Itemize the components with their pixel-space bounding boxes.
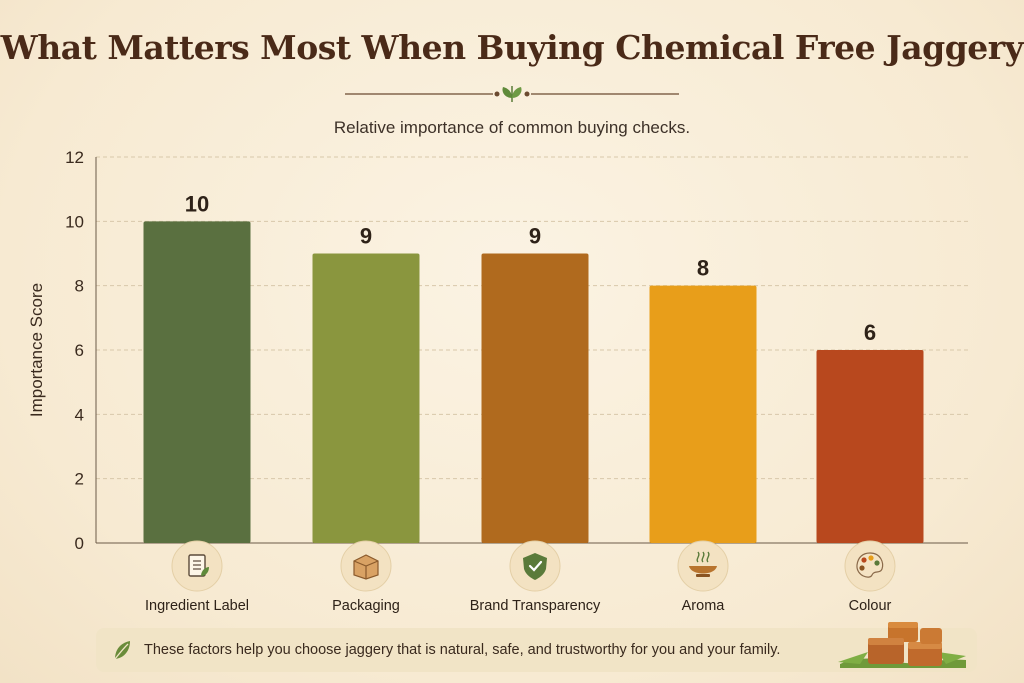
y-tick-label: 2 [75,470,84,489]
steam-icon [696,551,700,563]
x-tick-label: Aroma [682,598,726,614]
check-icon [528,560,543,572]
bowl-icon-base [696,574,710,577]
data-label: 6 [864,320,876,345]
steam-icon [701,551,705,563]
x-tick-label: Colour [849,598,892,614]
data-label: 9 [529,224,541,249]
paint-dot [861,557,867,563]
steam-icon [706,551,710,563]
chart-subtitle: Relative importance of common buying che… [333,118,691,137]
x-tick-label: Packaging [332,598,400,614]
jaggery-cubes-icon [838,622,966,668]
bar-packaging [312,253,420,543]
y-axis-label: Importance Score [27,283,46,417]
x-tick-label: Ingredient Label [145,598,249,614]
bar-aroma [649,285,757,543]
box-icon-edge [353,560,379,579]
y-tick-label: 12 [65,148,84,167]
bar-colour [816,350,924,543]
footer-text: These factors help you choose jaggery th… [144,642,781,658]
page-title: What Matters Most When Buying Chemical F… [0,28,1024,67]
paint-dot [868,555,874,561]
leaf-icon [114,641,130,660]
x-tick-label: Brand Transparency [470,598,601,614]
paint-dot [874,560,880,566]
data-label: 9 [360,224,372,249]
y-tick-label: 6 [75,341,84,360]
bar-chart: 0 2 4 6 8 10 12 Importance Score 10 Ingredient La… [27,148,968,614]
leaf-sprig-icon [502,86,522,102]
paint-dot [859,565,865,571]
y-tick-label: 0 [75,534,84,553]
y-tick-label: 8 [75,277,84,296]
y-tick-label: 10 [65,212,84,231]
document-icon-leaf [201,567,209,576]
y-tick-label: 4 [75,405,84,424]
title-divider [345,86,679,102]
bar-brand-transparency [481,253,589,543]
data-label: 8 [697,256,709,281]
data-label: 10 [185,191,209,216]
footer-note: These factors help you choose jaggery th… [96,628,977,672]
bar-ingredient-label [143,221,251,544]
shield-icon-shape [523,553,547,580]
bowl-icon-shape [689,566,717,574]
